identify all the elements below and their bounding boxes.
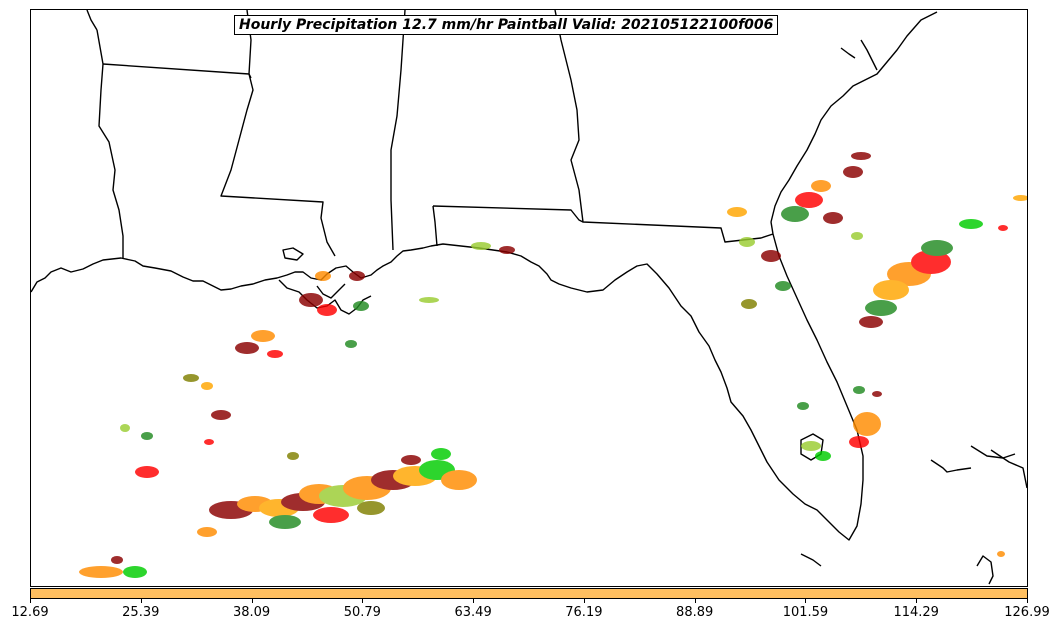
precip-blob (997, 551, 1005, 557)
colorbar-tick-label: 88.89 (676, 605, 714, 620)
precip-blob (120, 424, 130, 432)
precip-blob (269, 515, 301, 529)
precip-blob (431, 448, 451, 460)
precip-blob (79, 566, 123, 578)
precip-blob (419, 297, 439, 303)
precip-blob (141, 432, 153, 440)
precip-blob (135, 466, 159, 478)
colorbar-tick-mark (1027, 599, 1028, 603)
colorbar-tick-label: 25.39 (122, 605, 160, 620)
colorbar-tick-label: 12.69 (11, 605, 49, 620)
colorbar-tick-mark (141, 599, 142, 603)
precip-blob (204, 439, 214, 445)
precip-blob (345, 340, 357, 348)
precip-blob (499, 246, 515, 254)
precip-blob (201, 382, 213, 390)
precip-blob (761, 250, 781, 262)
precip-blob (859, 316, 883, 328)
precip-blob (795, 192, 823, 208)
precip-blob (349, 271, 365, 281)
precip-blob (811, 180, 831, 192)
colorbar-tick-mark (473, 599, 474, 603)
precip-blob (865, 300, 897, 316)
colorbar-tick-label: 76.19 (565, 605, 603, 620)
precip-blob (851, 152, 871, 160)
precip-blob (315, 271, 331, 281)
precip-blob (267, 350, 283, 358)
colorbar-tick-label: 63.49 (454, 605, 492, 620)
colorbar-tick-label: 38.09 (232, 605, 271, 620)
precip-blob (797, 402, 809, 410)
precip-blob (401, 455, 421, 465)
precip-blob (357, 501, 385, 515)
precip-blob (211, 410, 231, 420)
colorbar-tick-mark (695, 599, 696, 603)
precip-blob (741, 299, 757, 309)
precip-blob (921, 240, 953, 256)
colorbar-tick-mark (916, 599, 917, 603)
precip-blob (251, 330, 275, 342)
precip-blob (471, 242, 491, 250)
precip-blob (801, 441, 821, 451)
precip-blob (727, 207, 747, 217)
precip-blob (849, 436, 869, 448)
precip-blob (111, 556, 123, 564)
colorbar-tick-mark (584, 599, 585, 603)
precip-blob (775, 281, 791, 291)
precipitation-blobs (79, 152, 1027, 578)
precip-blob (123, 566, 147, 578)
coastline-and-borders (31, 10, 1027, 585)
colorbar-tick-mark (252, 599, 253, 603)
precip-blob (998, 225, 1008, 231)
precip-blob (781, 206, 809, 222)
precipitation-map (31, 10, 1027, 585)
colorbar-tick-mark (30, 599, 31, 603)
precip-blob (739, 237, 755, 247)
precip-blob (235, 342, 259, 354)
colorbar-tick-label: 50.79 (343, 605, 381, 620)
map-panel: Hourly Precipitation 12.7 mm/hr Paintbal… (30, 9, 1028, 587)
colorbar-tick-label: 126.99 (1004, 605, 1050, 620)
precip-blob (287, 452, 299, 460)
precip-blob (183, 374, 199, 382)
colorbar-tick-mark (805, 599, 806, 603)
precip-blob (911, 250, 951, 274)
precip-blob (959, 219, 983, 229)
colorbar-tick-mark (362, 599, 363, 603)
precip-blob (851, 232, 863, 240)
precip-blob (872, 391, 882, 397)
map-title: Hourly Precipitation 12.7 mm/hr Paintbal… (234, 15, 779, 35)
precip-blob (441, 470, 477, 490)
precip-blob (873, 280, 909, 300)
precip-blob (197, 527, 217, 537)
precip-blob (1013, 195, 1027, 201)
precip-blob (843, 166, 863, 178)
precip-blob (815, 451, 831, 461)
colorbar-tick-label: 101.59 (782, 605, 829, 620)
precip-blob (823, 212, 843, 224)
precip-blob (853, 412, 881, 436)
precip-blob (313, 507, 349, 523)
colorbar-tick-label: 114.29 (893, 605, 939, 620)
colorbar (30, 588, 1028, 599)
precip-blob (353, 301, 369, 311)
precip-blob (853, 386, 865, 394)
precip-blob (299, 293, 323, 307)
precip-blob (317, 304, 337, 316)
